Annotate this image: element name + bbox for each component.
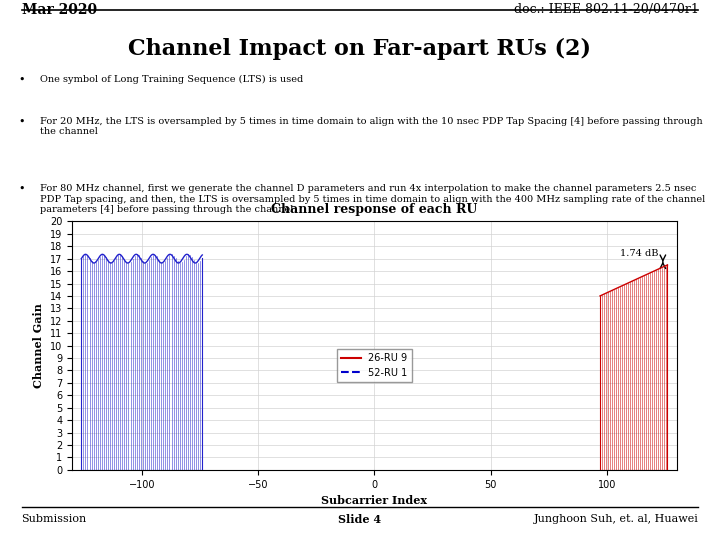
Text: •: • [18, 117, 24, 127]
Text: Submission: Submission [22, 514, 87, 524]
Text: Slide 4: Slide 4 [338, 514, 382, 524]
Text: Channel Impact on Far-apart RUs (2): Channel Impact on Far-apart RUs (2) [128, 38, 592, 60]
Text: •: • [18, 75, 24, 85]
Text: Mar 2020: Mar 2020 [22, 3, 96, 17]
Legend: 26-RU 9, 52-RU 1: 26-RU 9, 52-RU 1 [337, 349, 412, 382]
Text: For 20 MHz, the LTS is oversampled by 5 times in time domain to align with the 1: For 20 MHz, the LTS is oversampled by 5 … [40, 117, 702, 136]
Text: One symbol of Long Training Sequence (LTS) is used: One symbol of Long Training Sequence (LT… [40, 75, 303, 84]
Title: Channel response of each RU: Channel response of each RU [271, 203, 477, 216]
Text: For 80 MHz channel, first we generate the channel D parameters and run 4x interp: For 80 MHz channel, first we generate th… [40, 184, 705, 214]
Text: 1.74 dB: 1.74 dB [620, 249, 658, 258]
X-axis label: Subcarrier Index: Subcarrier Index [321, 495, 428, 506]
Text: doc.: IEEE 802.11-20/0470r1: doc.: IEEE 802.11-20/0470r1 [513, 3, 698, 16]
Text: Junghoon Suh, et. al, Huawei: Junghoon Suh, et. al, Huawei [534, 514, 698, 524]
Text: •: • [18, 184, 24, 194]
Y-axis label: Channel Gain: Channel Gain [33, 303, 45, 388]
